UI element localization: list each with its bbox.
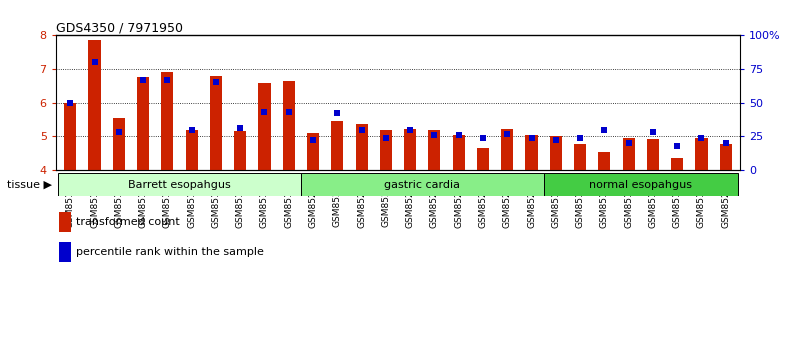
Bar (380, 130, 392, 170)
Bar (599, 153, 611, 170)
Point (671, 143, 684, 149)
Bar (58, 173, 301, 196)
Point (695, 135, 708, 141)
Point (549, 137, 562, 143)
Point (258, 109, 271, 115)
Bar (64, 103, 76, 170)
Point (64, 100, 76, 105)
Point (646, 130, 659, 135)
Bar (59, 242, 72, 262)
Point (234, 125, 247, 131)
Point (185, 127, 198, 132)
Point (720, 140, 732, 146)
Text: Barrett esopahgus: Barrett esopahgus (128, 180, 231, 190)
Bar (356, 124, 368, 170)
Bar (501, 129, 513, 170)
Bar (210, 76, 222, 170)
Text: tissue ▶: tissue ▶ (6, 180, 52, 190)
Bar (331, 121, 343, 170)
Point (209, 80, 222, 85)
Bar (185, 130, 197, 170)
Bar (477, 148, 489, 170)
Bar (283, 81, 295, 170)
Bar (234, 131, 246, 170)
Point (331, 110, 344, 116)
Text: gastric cardia: gastric cardia (384, 180, 460, 190)
Point (598, 127, 611, 132)
Bar (696, 138, 708, 170)
Bar (647, 139, 659, 170)
Point (525, 135, 538, 141)
Point (306, 137, 319, 143)
Point (622, 140, 635, 146)
Point (574, 135, 587, 141)
Bar (550, 136, 562, 170)
Point (452, 132, 465, 138)
Point (380, 135, 392, 141)
Bar (544, 173, 738, 196)
Bar (137, 78, 149, 170)
Text: percentile rank within the sample: percentile rank within the sample (76, 247, 264, 257)
Bar (453, 135, 465, 170)
Bar (259, 83, 271, 170)
Text: normal esopahgus: normal esopahgus (589, 180, 693, 190)
Bar (307, 133, 319, 170)
Point (501, 131, 513, 136)
Bar (301, 173, 544, 196)
Bar (113, 118, 125, 170)
Point (283, 109, 295, 115)
Point (161, 77, 174, 82)
Point (355, 127, 368, 132)
Bar (622, 138, 634, 170)
Bar (671, 158, 683, 170)
Bar (88, 40, 100, 170)
Bar (428, 130, 440, 170)
Bar (574, 144, 586, 170)
Text: transformed count: transformed count (76, 217, 180, 227)
Point (88, 59, 101, 65)
Point (428, 132, 441, 138)
Point (137, 77, 150, 82)
Bar (59, 212, 72, 232)
Point (404, 127, 416, 132)
Text: GDS4350 / 7971950: GDS4350 / 7971950 (56, 21, 183, 34)
Bar (720, 144, 732, 170)
Bar (404, 129, 416, 170)
Bar (162, 72, 174, 170)
Point (112, 130, 125, 135)
Bar (525, 135, 537, 170)
Point (477, 135, 490, 141)
